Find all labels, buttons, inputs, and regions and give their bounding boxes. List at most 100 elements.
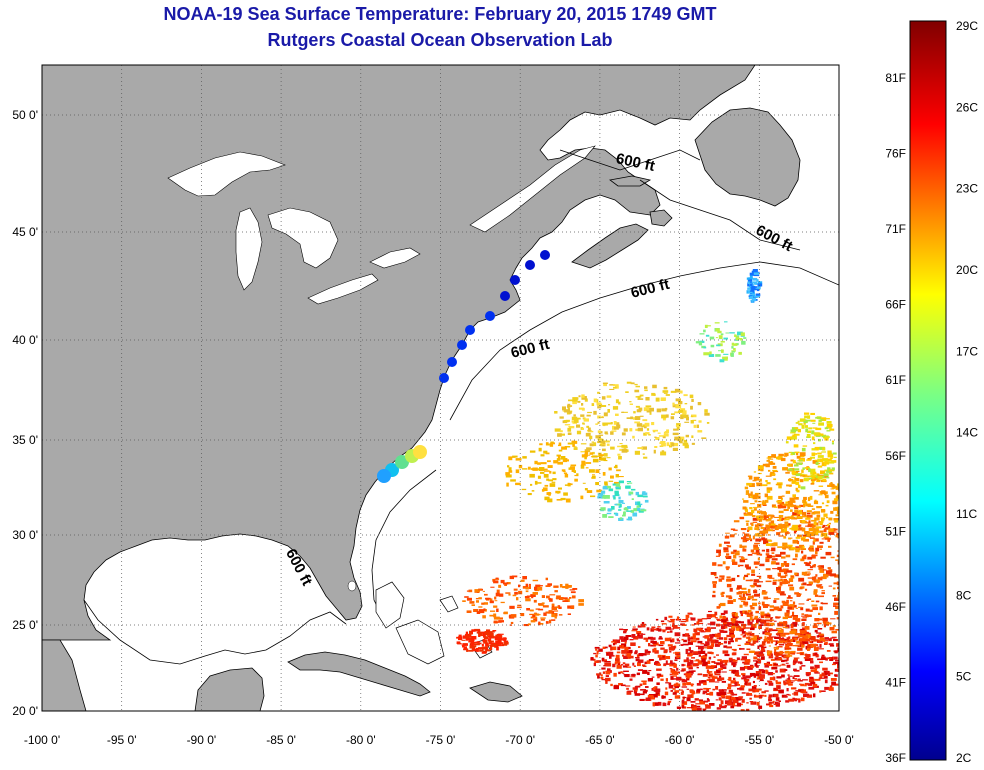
sst-pixel [481,643,484,647]
sst-pixel [791,517,798,520]
sst-pixel [471,643,474,647]
sst-coastal-band [540,250,550,260]
sst-pixel [757,636,763,639]
sst-pixel [534,480,538,485]
sst-pixel [759,675,765,679]
sst-pixel [493,616,500,620]
sst-pixel [805,634,812,639]
sst-pixel [469,601,475,604]
sst-pixel [752,640,756,644]
sst-pixel [612,495,616,498]
sst-pixel [711,661,716,663]
sst-pixel [737,625,741,628]
sst-pixel [812,540,815,545]
map-frame [41,64,840,712]
sst-pixel [764,493,768,498]
sst-pixel [749,294,756,297]
sst-pixel [783,455,788,457]
sst-pixel [778,591,782,594]
sst-pixel [538,447,542,452]
sst-pixel [768,694,773,698]
sst-pixel [841,595,844,597]
sst-pixel [644,386,648,389]
sst-pixel [653,689,656,692]
sst-pixel [643,432,647,436]
sst-pixel [803,496,807,501]
sst-pixel [823,473,829,477]
sst-pixel [597,421,600,424]
sst-pixel [634,686,638,690]
sst-pixel [782,546,789,549]
sst-pixel [686,688,689,690]
lake-okeechobee [347,580,357,592]
sst-pixel [758,602,761,605]
sst-pixel [803,554,807,558]
sst-pixel [574,446,577,448]
sst-pixel [609,655,612,659]
sst-pixel [826,500,830,504]
sst-pixel [614,490,619,494]
sst-pixel [829,626,835,631]
sst-pixel [797,516,803,518]
sst-pixel [634,421,640,424]
sst-pixel [682,664,686,666]
sst-pixel [747,512,753,516]
sst-pixel [821,451,826,453]
sst-pixel [822,617,828,622]
sst-pixel [487,635,492,638]
sst-pixel [770,619,774,621]
sst-pixel [654,662,660,665]
sst-pixel [659,637,663,640]
sst-pixel [756,575,762,577]
sst-pixel [813,590,817,595]
sst-pixel [833,456,837,458]
sst-pixel [556,595,561,600]
sst-pixel [837,594,839,599]
sst-pixel [802,546,805,549]
sst-pixel [783,579,787,581]
sst-pixel [584,456,587,460]
sst-pixel [753,656,758,660]
sst-pixel [796,452,799,456]
sst-pixel [785,624,790,629]
sst-pixel [786,436,793,440]
sst-pixel [830,637,836,639]
sst-pixel [603,382,607,387]
sst-pixel [668,620,672,623]
sst-pixel [827,567,831,569]
sst-pixel [819,637,825,641]
sst-pixel [591,475,596,479]
sst-pixel [844,609,849,612]
sst-pixel [728,641,731,645]
sst-pixel [474,589,480,593]
sst-pixel [516,606,522,609]
sst-pixel [617,646,621,651]
sst-pixel [746,573,750,576]
sst-pixel [526,608,530,611]
sst-pixel [737,687,743,690]
sst-pixel [765,669,768,672]
sst-pixel [819,606,823,611]
sst-pixel [827,538,830,542]
sst-pixel [596,673,601,676]
sst-pixel [811,554,818,557]
sst-pixel [671,662,675,665]
sst-pixel [520,613,525,617]
sst-pixel [795,473,801,476]
sst-pixel [715,669,721,674]
sst-pixel [788,636,791,639]
sst-pixel [656,408,662,413]
sst-pixel [784,656,788,658]
sst-pixel [691,657,695,659]
sst-pixel [473,609,478,612]
sst-pixel [697,430,703,433]
sst-pixel [835,495,839,500]
sst-pixel [771,561,776,565]
sst-pixel [781,525,787,529]
sst-pixel [807,683,812,686]
sst-pixel [780,505,787,509]
sst-pixel [764,694,767,697]
sst-pixel [556,499,563,501]
sst-pixel [789,681,794,683]
sst-pixel [689,613,693,615]
